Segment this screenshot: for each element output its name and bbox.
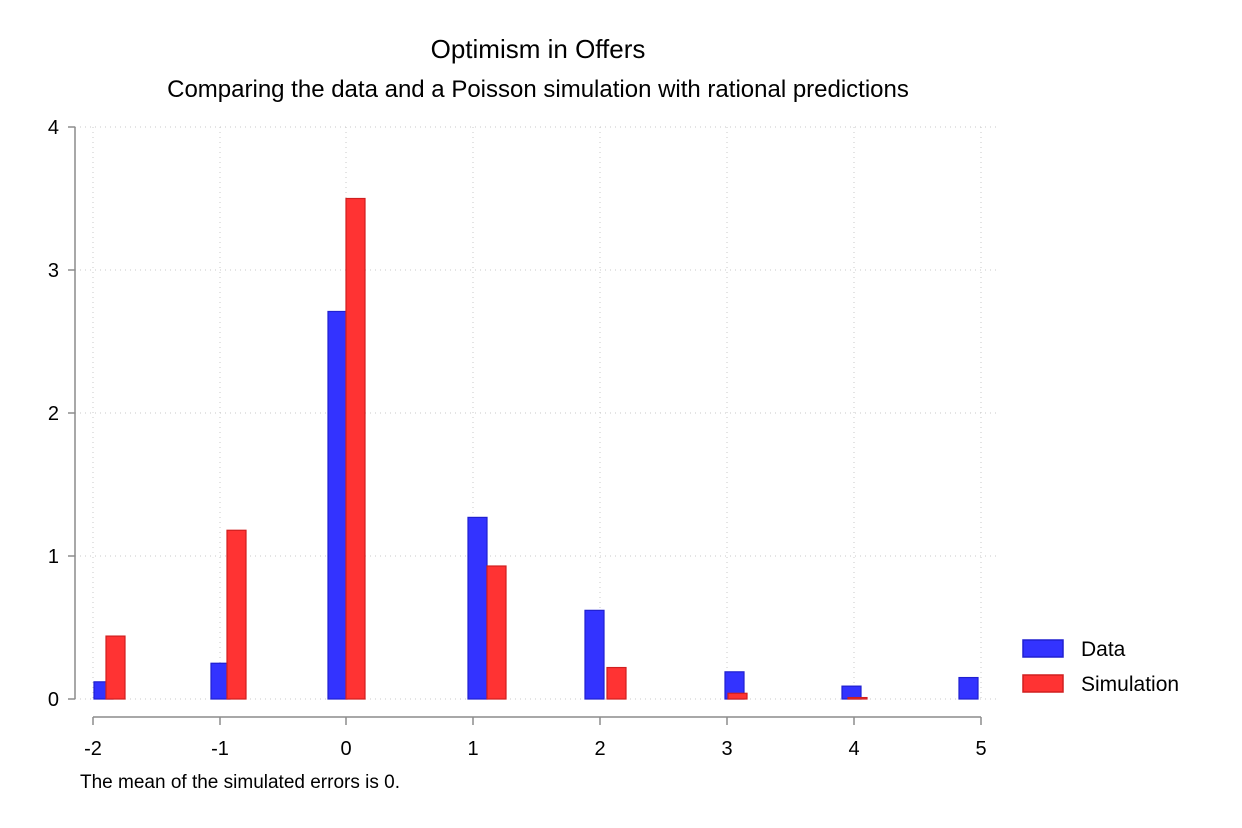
y-tick-label-3: 3 [48,260,59,282]
bar-data-x5 [958,676,979,700]
y-tick-label-4: 4 [48,117,59,139]
bar-simulation-x0 [345,197,366,700]
tick-labels: 0 1 2 3 4 -2 -1 0 1 2 3 4 5 [48,117,987,760]
legend-label-data: Data [1081,638,1126,661]
legend-swatch-data [1022,639,1064,658]
bar-data-x0 [327,310,348,700]
x-tick-label-4: 4 [848,738,859,760]
y-tick-label-2: 2 [48,403,59,425]
bar-simulation-x-1 [226,529,247,700]
bar-simulation-x-2 [105,635,126,700]
x-tick-label--2: -2 [84,738,102,760]
x-tick-label-1: 1 [467,738,478,760]
x-tick-label-0: 0 [340,738,351,760]
bar-data-x1 [467,516,488,700]
axes-group [74,127,981,718]
y-tick-label-1: 1 [48,546,59,568]
x-tick-label-3: 3 [721,738,732,760]
bar-simulation-x1 [486,565,507,700]
bar-simulation-x4 [847,696,868,700]
legend-label-simulation: Simulation [1081,673,1179,696]
x-tick-label-2: 2 [594,738,605,760]
x-tick-label--1: -1 [211,738,229,760]
x-tick-label-5: 5 [975,738,986,760]
legend: Data Simulation [1022,638,1179,696]
y-tick-label-0: 0 [48,689,59,711]
bar-data-x2 [584,609,605,700]
bars-group [93,197,979,700]
bar-simulation-x2 [606,666,627,700]
bar-simulation-x3 [727,692,748,700]
grid-lines [75,126,997,700]
legend-swatch-simulation [1022,674,1064,693]
chart-note: The mean of the simulated errors is 0. [80,772,400,793]
chart-subtitle: Comparing the data and a Poisson simulat… [167,76,909,103]
chart-title: Optimism in Offers [431,34,646,64]
